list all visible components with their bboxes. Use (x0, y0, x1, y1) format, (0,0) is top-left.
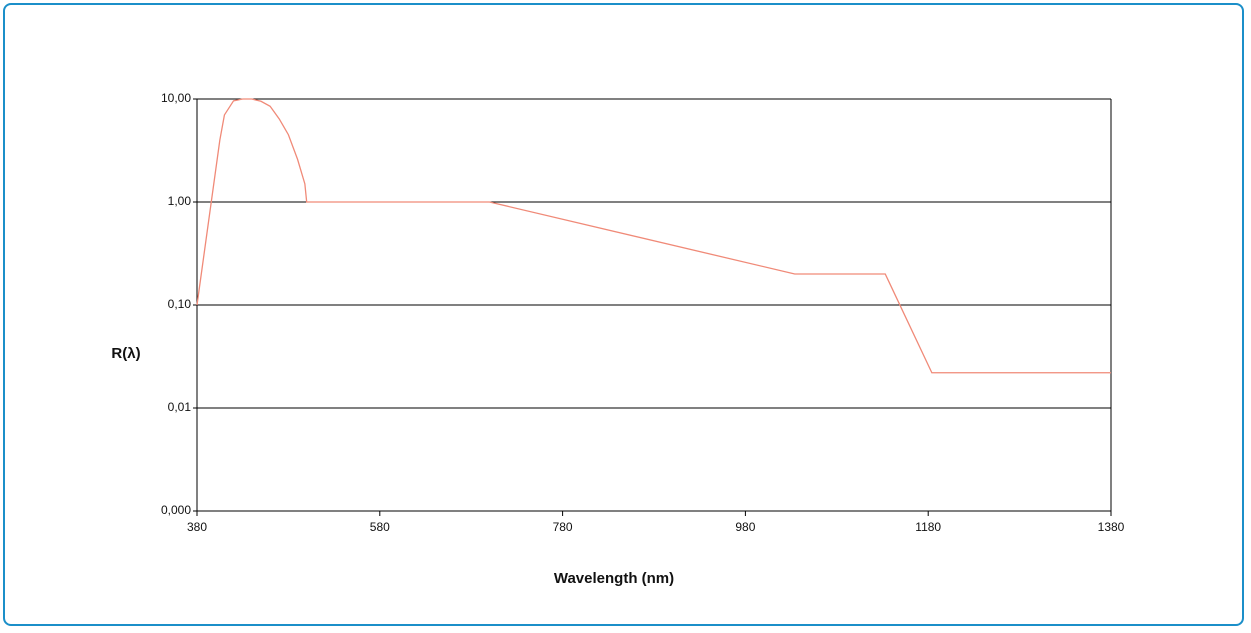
x-tick-label: 780 (553, 520, 573, 534)
y-tick-label: 0,10 (168, 297, 192, 311)
y-tick-label: 10,00 (161, 91, 191, 105)
y-tick-label: 0,01 (168, 400, 192, 414)
data-line (196, 98, 1111, 374)
x-tick-label: 1180 (915, 520, 941, 534)
x-axis-title: Wavelength (nm) (554, 570, 674, 587)
frame (3, 3, 1244, 626)
y-tick-label: 1,00 (168, 194, 192, 208)
x-tick-label: 1380 (1098, 520, 1125, 534)
x-tick-label: 580 (370, 520, 390, 534)
y-tick-label: 0,000 (161, 503, 191, 517)
x-tick-label: 380 (187, 520, 207, 534)
y-axis-title: R(λ) (111, 345, 140, 362)
x-tick-label: 980 (735, 520, 755, 534)
